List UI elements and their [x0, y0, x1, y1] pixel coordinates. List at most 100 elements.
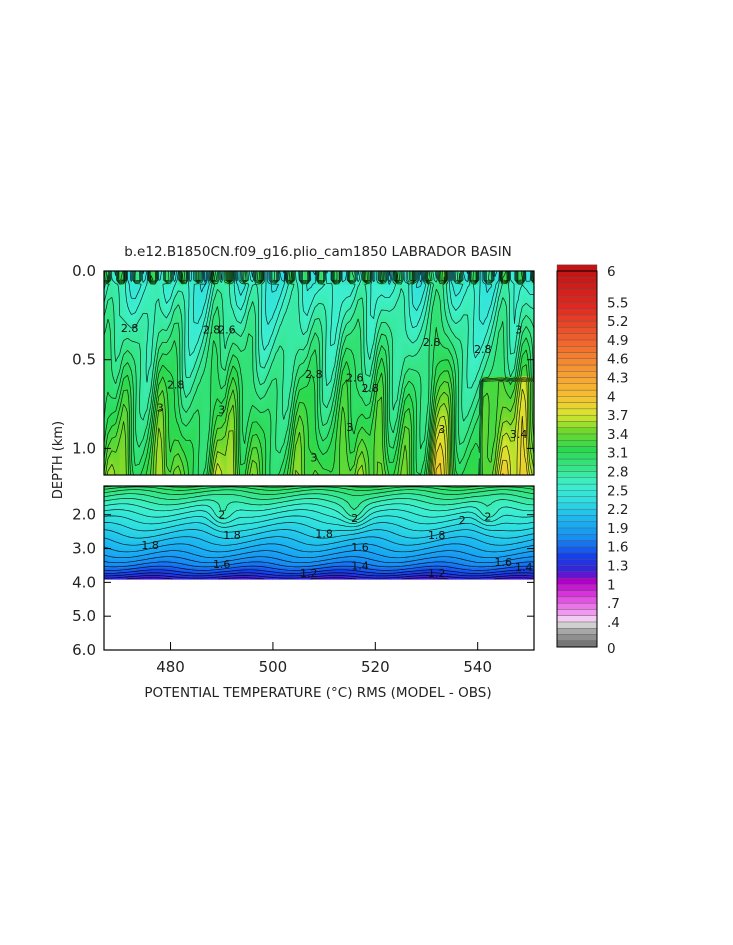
field-cell	[438, 379, 443, 384]
field-cell	[405, 305, 409, 309]
field-cell	[395, 386, 400, 391]
field-cell	[248, 271, 253, 275]
field-cell	[183, 298, 188, 303]
field-cell	[377, 332, 382, 337]
field-cell	[288, 332, 292, 337]
field-cell	[266, 332, 271, 337]
field-cell	[199, 318, 203, 323]
field-cell	[380, 345, 385, 350]
field-cell	[463, 359, 468, 364]
field-cell	[429, 359, 434, 364]
field-cell	[401, 386, 406, 391]
field-cell	[190, 315, 194, 320]
field-cell	[368, 311, 372, 316]
field-cell	[346, 298, 351, 303]
field-cell	[362, 390, 366, 394]
field-cell	[322, 352, 326, 357]
field-cell	[306, 318, 311, 323]
field-cell	[411, 342, 415, 347]
field-cell	[226, 335, 231, 340]
field-cell	[460, 281, 464, 286]
field-cell	[484, 311, 489, 316]
field-cell	[233, 332, 237, 337]
field-cell	[306, 342, 311, 347]
field-cell	[309, 305, 314, 309]
field-cell	[315, 308, 320, 313]
field-cell	[202, 308, 206, 313]
field-cell	[349, 386, 354, 391]
field-cell	[196, 369, 200, 374]
field-cell	[478, 369, 483, 374]
field-cell	[223, 305, 228, 309]
field-cell	[162, 305, 167, 309]
field-cell	[414, 362, 418, 367]
field-cell	[509, 325, 514, 330]
field-cell	[429, 349, 434, 354]
field-cell	[420, 332, 425, 337]
field-cell	[251, 311, 256, 316]
field-cell	[180, 328, 185, 333]
field-cell	[272, 383, 277, 388]
field-cell	[432, 335, 437, 340]
field-cell	[174, 315, 179, 320]
field-cell	[346, 281, 351, 286]
field-cell	[319, 349, 323, 354]
field-cell	[451, 366, 455, 371]
field-cell	[156, 359, 160, 364]
field-cell	[389, 366, 394, 371]
field-cell	[269, 325, 274, 330]
field-cell	[426, 369, 431, 374]
field-cell	[509, 345, 514, 350]
field-cell	[343, 339, 348, 343]
field-cell	[229, 383, 234, 388]
field-cell	[282, 305, 286, 309]
field-cell	[211, 325, 216, 330]
field-cell	[515, 352, 520, 357]
field-cell	[401, 362, 406, 367]
field-cell	[110, 383, 114, 388]
field-cell	[291, 335, 296, 340]
field-cell	[143, 281, 148, 286]
field-cell	[107, 373, 111, 377]
field-cell	[260, 284, 265, 289]
field-cell	[208, 284, 213, 289]
field-cell	[251, 379, 256, 384]
field-cell	[260, 376, 265, 381]
field-cell	[140, 352, 145, 357]
field-cell	[491, 281, 495, 286]
field-cell	[315, 328, 320, 333]
field-cell	[269, 328, 274, 333]
field-cell	[408, 373, 412, 377]
field-cell	[119, 288, 124, 292]
field-cell	[125, 386, 130, 391]
field-cell	[282, 325, 286, 330]
field-cell	[368, 369, 372, 374]
field-cell	[180, 332, 185, 337]
field-cell	[223, 284, 228, 289]
field-cell	[451, 386, 455, 391]
field-cell	[147, 342, 151, 347]
field-cell	[312, 308, 317, 313]
field-cell	[368, 325, 372, 330]
field-cell	[349, 376, 354, 381]
field-cell	[395, 332, 400, 337]
field-cell	[322, 294, 326, 299]
field-cell	[223, 322, 228, 326]
field-cell	[229, 294, 234, 299]
field-cell	[171, 301, 176, 306]
field-cell	[484, 305, 489, 309]
field-cell	[432, 271, 437, 275]
field-cell	[401, 271, 406, 275]
field-cell	[220, 291, 225, 296]
field-cell	[469, 288, 474, 292]
field-cell	[349, 271, 354, 275]
field-cell	[309, 366, 314, 371]
field-cell	[444, 325, 449, 330]
field-cell	[297, 332, 302, 337]
field-cell	[463, 318, 468, 323]
field-cell	[423, 345, 428, 350]
field-cell	[279, 311, 283, 316]
field-cell	[110, 305, 114, 309]
field-cell	[104, 362, 108, 367]
field-cell	[239, 294, 243, 299]
